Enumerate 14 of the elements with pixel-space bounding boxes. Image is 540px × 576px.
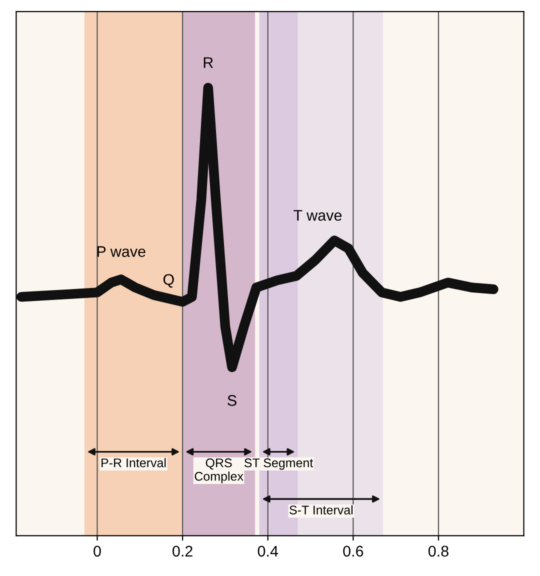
annotation: T wave (294, 210, 342, 221)
band-label: QRS Complex (194, 458, 244, 484)
x-tick-label: 0.4 (258, 546, 278, 557)
annotation: S (228, 395, 236, 406)
annotation: R (204, 57, 213, 68)
band-label: ST Segment (244, 458, 314, 470)
band-label: P-R Interval (102, 458, 166, 468)
x-tick-label: 0 (94, 546, 101, 557)
x-tick-label: 0.6 (343, 546, 364, 557)
annotation: Q (163, 274, 174, 288)
x-tick-label: 0.8 (428, 546, 448, 557)
band-label: S-T Interval (290, 505, 353, 514)
annotation: P wave (97, 246, 146, 257)
x-tick-label: 0.2 (172, 546, 192, 557)
